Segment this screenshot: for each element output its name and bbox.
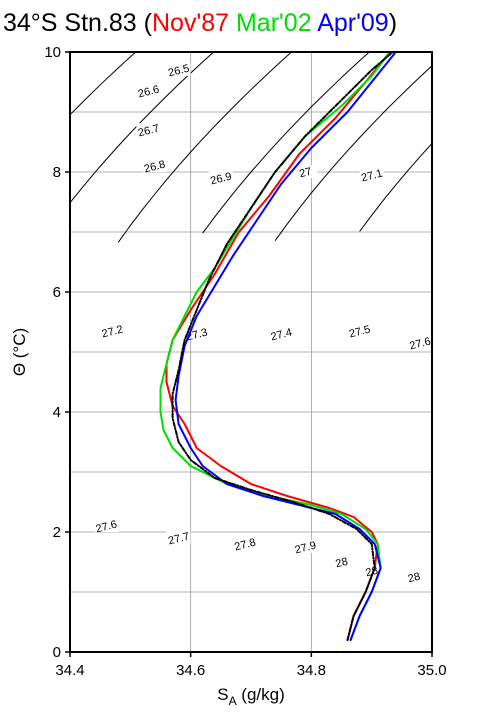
contour-label: 26.7 (137, 123, 161, 140)
y-axis: 0 2 4 6 8 10 (44, 44, 70, 661)
contour-label: 27.8 (233, 537, 257, 554)
x-tick-label: 34.8 (297, 662, 326, 679)
title-part: Nov'87 (152, 9, 229, 37)
density-contours (70, 52, 432, 243)
contour-label: 27.5 (348, 324, 372, 341)
chart-title: 34°S Stn.83 (Nov'87 Mar'02 Apr'09) (3, 9, 397, 37)
contour-label: 27.7 (167, 531, 191, 548)
contour-label: 26.8 (143, 159, 167, 176)
contour-label: 26.5 (167, 63, 191, 80)
density-contour (202, 52, 371, 234)
contour-label-bg (142, 159, 167, 172)
y-axis-title: Θ (°C) (10, 328, 29, 376)
contour-label: 27.9 (294, 540, 318, 557)
y-tick-label: 8 (53, 164, 61, 181)
density-contour-labels: 26.526.626.726.826.9 27 27.127.2 27.3 27.4 27… (94, 63, 432, 586)
series-line-profile (171, 52, 394, 641)
title-part (229, 9, 236, 37)
profiles (159, 52, 397, 641)
title-part: Apr'09 (317, 9, 388, 37)
x-axis: 34.4 34.6 34.8 35.0 (55, 652, 447, 679)
density-contour (274, 65, 432, 241)
contour-label-bg (347, 324, 372, 337)
contour-label-bg (208, 171, 233, 184)
contour-label: 27.1 (360, 168, 384, 185)
series-line-nov-87 (165, 52, 391, 641)
y-tick-label: 2 (53, 524, 61, 541)
x-axis-title-units: (g/kg) (237, 685, 285, 704)
contour-label-bg (269, 327, 294, 340)
x-tick-label: 34.4 (55, 662, 84, 679)
y-tick-label: 0 (53, 644, 61, 661)
contour-label: 28 (334, 556, 349, 571)
x-tick-label: 35.0 (417, 662, 446, 679)
series-line-mar-02 (159, 52, 391, 641)
grid (69, 52, 433, 652)
density-contour (431, 238, 432, 239)
contour-label-bg (166, 531, 191, 544)
y-tick-label: 6 (53, 284, 61, 301)
contour-label-bg (293, 540, 318, 553)
contour-label-bg (329, 555, 354, 568)
contour-label: 27 (298, 166, 313, 181)
contour-label-bg (100, 324, 125, 337)
y-tick-label: 10 (44, 44, 61, 61)
contour-label-bg (401, 570, 426, 583)
contour-label: 26.6 (137, 84, 161, 101)
density-contour (70, 52, 215, 204)
title-part: 34°S Stn.83 ( (3, 9, 153, 37)
contour-label: 27.4 (270, 327, 294, 344)
x-axis-title: SA (g/kg) (217, 685, 285, 708)
plot-frame (69, 51, 433, 653)
contour-label-bg (359, 168, 384, 181)
contour-label-bg (232, 537, 257, 550)
contour-label-bg (136, 123, 161, 136)
contour-label-bg (94, 519, 119, 532)
x-axis-title-main: S (217, 685, 228, 704)
contour-label: 27.6 (408, 336, 432, 353)
contour-label-bg (293, 165, 318, 178)
series-line-apr-09 (174, 52, 397, 641)
title-part: ) (389, 9, 397, 37)
x-axis-title-sub: A (229, 694, 237, 708)
x-tick-label: 34.6 (176, 662, 205, 679)
y-tick-label: 4 (53, 404, 61, 421)
contour-label: 28 (407, 571, 422, 586)
contour-label-bg (136, 84, 161, 97)
contour-label-bg (166, 63, 191, 76)
contour-label-bg (407, 336, 432, 349)
title-part: Mar'02 (236, 9, 312, 37)
contour-label: 26.9 (209, 171, 233, 188)
density-contour (117, 52, 293, 243)
contour-label: 27.6 (95, 519, 119, 536)
density-contour (359, 142, 432, 232)
contour-label: 27.2 (101, 324, 125, 341)
